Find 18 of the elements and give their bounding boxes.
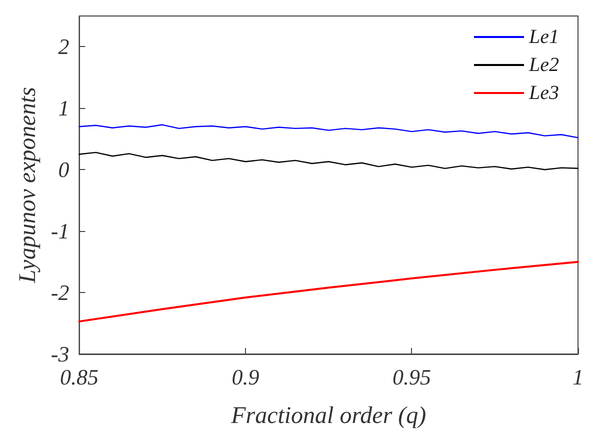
- y-tick-label: -2: [50, 280, 70, 306]
- line-series: [78, 152, 579, 170]
- y-tick-label: 0: [58, 157, 70, 182]
- x-tick-label: 0.9: [232, 364, 260, 390]
- y-tick-label: -1: [50, 218, 70, 244]
- y-tick-label: 2: [58, 34, 70, 60]
- line-series: [78, 260, 579, 322]
- legend-label: Le1: [528, 26, 559, 48]
- x-tick-label: 0.85: [60, 364, 98, 390]
- line-series: [78, 124, 579, 138]
- x-tick-label: 1: [572, 364, 584, 390]
- y-tick-label: 1: [58, 96, 70, 121]
- legend-label: Le2: [528, 54, 559, 76]
- x-axis-title: Fractional order (q): [230, 403, 426, 429]
- y-axis-title: Lyapunov exponents: [15, 87, 41, 284]
- y-tick-label: -3: [50, 342, 70, 366]
- x-tick-label: 0.95: [392, 364, 431, 390]
- legend-label: Le3: [528, 82, 559, 104]
